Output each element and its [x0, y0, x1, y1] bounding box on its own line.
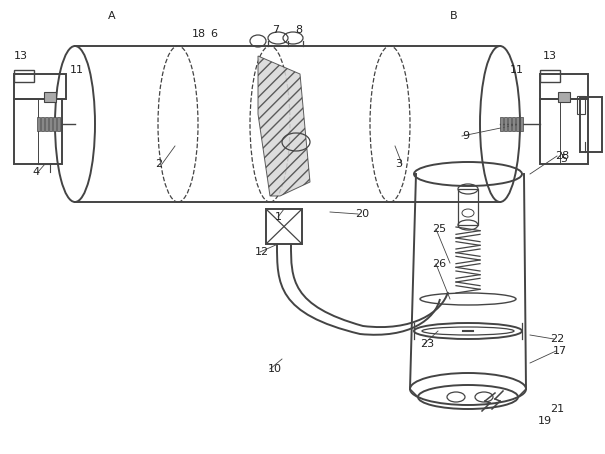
Text: 3: 3 [395, 159, 402, 169]
Text: 13: 13 [543, 51, 557, 61]
Text: 28: 28 [555, 151, 569, 161]
Bar [53, 117, 56, 131]
Text: 23: 23 [420, 339, 434, 349]
Bar [520, 117, 523, 131]
Text: 19: 19 [538, 416, 552, 426]
Text: 13: 13 [14, 51, 28, 61]
Bar [504, 117, 507, 131]
Text: 26: 26 [432, 259, 446, 269]
Bar [45, 117, 48, 131]
Text: 6: 6 [210, 29, 217, 39]
Text: B: B [450, 11, 457, 21]
Text: 22: 22 [550, 334, 564, 344]
Text: 11: 11 [510, 65, 524, 75]
Bar [266, 209, 302, 244]
Bar [508, 117, 511, 131]
Bar [14, 74, 66, 99]
Bar [540, 99, 588, 164]
Text: A: A [108, 11, 116, 21]
Bar [500, 117, 503, 131]
Bar [37, 117, 40, 131]
Text: 1: 1 [275, 212, 282, 222]
Bar [14, 99, 62, 164]
Bar [580, 97, 602, 152]
Bar [41, 117, 44, 131]
Bar [458, 189, 478, 225]
Text: 11: 11 [70, 65, 84, 75]
Bar [49, 117, 52, 131]
Text: 18: 18 [192, 29, 206, 39]
Text: 12: 12 [255, 247, 269, 257]
Text: 7: 7 [272, 25, 279, 35]
Bar [577, 96, 585, 114]
Bar [540, 70, 560, 82]
Text: 25: 25 [432, 224, 446, 234]
Polygon shape [258, 56, 310, 196]
Bar [558, 92, 570, 102]
Bar [516, 117, 519, 131]
Bar [512, 117, 515, 131]
Text: 21: 21 [550, 404, 564, 414]
Text: 17: 17 [553, 346, 567, 356]
Bar [57, 117, 60, 131]
Bar [540, 74, 588, 99]
Text: 2: 2 [155, 159, 162, 169]
Text: 8: 8 [295, 25, 302, 35]
Text: 20: 20 [355, 209, 369, 219]
Bar [14, 70, 34, 82]
Bar [44, 92, 56, 102]
Text: 10: 10 [268, 364, 282, 374]
Text: 9: 9 [462, 131, 469, 141]
Text: 5: 5 [560, 154, 567, 164]
Text: 4: 4 [32, 167, 39, 177]
